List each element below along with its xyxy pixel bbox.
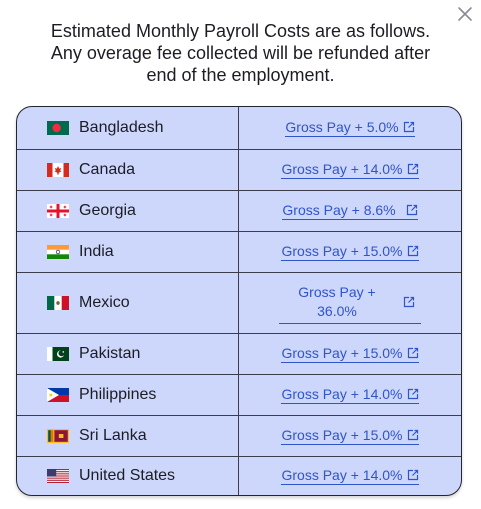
external-link-icon: [407, 469, 418, 481]
cost-link[interactable]: Gross Pay + 14.0%: [281, 161, 419, 179]
table-row: Canada Gross Pay + 14.0%: [17, 149, 461, 190]
cost-cell: Gross Pay + 36.0%: [239, 273, 461, 333]
cost-text: Gross Pay + 14.0%: [281, 161, 403, 177]
cost-cell: Gross Pay + 14.0%: [239, 457, 461, 495]
country-name: Pakistan: [79, 345, 141, 362]
table-row: Mexico Gross Pay + 36.0%: [17, 272, 461, 333]
country-name: Sri Lanka: [79, 427, 147, 444]
country-cell: India: [17, 232, 239, 272]
external-link-icon: [407, 429, 418, 441]
flag-united-states-icon: [47, 469, 69, 483]
country-cell: Georgia: [17, 191, 239, 231]
country-cell: Bangladesh: [17, 107, 239, 149]
external-link-icon: [407, 245, 418, 257]
table-row: Pakistan Gross Pay + 15.0%: [17, 333, 461, 374]
flag-canada-icon: [47, 163, 69, 177]
country-cell: Pakistan: [17, 334, 239, 374]
cost-cell: Gross Pay + 8.6%: [239, 191, 461, 231]
cost-link[interactable]: Gross Pay + 14.0%: [281, 467, 419, 485]
table-row: Bangladesh Gross Pay + 5.0%: [17, 107, 461, 149]
cost-cell: Gross Pay + 15.0%: [239, 416, 461, 456]
table-row: Georgia Gross Pay + 8.6%: [17, 190, 461, 231]
country-name: Canada: [79, 161, 136, 178]
cost-text: Gross Pay + 14.0%: [281, 386, 403, 402]
cost-cell: Gross Pay + 14.0%: [239, 375, 461, 415]
country-name: Bangladesh: [79, 119, 164, 136]
cost-link[interactable]: Gross Pay + 15.0%: [281, 243, 419, 261]
cost-cell: Gross Pay + 15.0%: [239, 232, 461, 272]
country-cell: Philippines: [17, 375, 239, 415]
flag-sri-lanka-icon: [47, 429, 69, 443]
payroll-cost-table: Bangladesh Gross Pay + 5.0% Canada Gross…: [16, 106, 462, 496]
cost-text: Gross Pay + 15.0%: [281, 427, 403, 443]
cost-cell: Gross Pay + 5.0%: [239, 107, 461, 149]
cost-text: Gross Pay + 15.0%: [281, 243, 403, 259]
country-cell: Canada: [17, 150, 239, 190]
country-name: United States: [79, 467, 176, 484]
external-link-icon: [406, 204, 417, 216]
flag-india-icon: [47, 245, 69, 259]
external-link-icon: [407, 388, 418, 400]
country-name: Mexico: [79, 294, 130, 311]
cost-text: Gross Pay + 36.0%: [298, 283, 376, 319]
flag-georgia-icon: [47, 204, 69, 218]
cost-cell: Gross Pay + 14.0%: [239, 150, 461, 190]
cost-link[interactable]: Gross Pay + 14.0%: [281, 386, 419, 404]
country-cell: Sri Lanka: [17, 416, 239, 456]
cost-text: Gross Pay + 8.6%: [282, 202, 396, 218]
external-link-icon: [403, 121, 414, 133]
cost-link[interactable]: Gross Pay + 8.6%: [282, 202, 418, 220]
table-row: United States Gross Pay + 14.0%: [17, 456, 461, 495]
table-row: Sri Lanka Gross Pay + 15.0%: [17, 415, 461, 456]
cost-link[interactable]: Gross Pay + 15.0%: [281, 345, 419, 363]
country-cell: Mexico: [17, 273, 239, 333]
close-button[interactable]: [456, 5, 474, 23]
external-link-icon: [407, 163, 418, 175]
external-link-icon: [403, 296, 415, 307]
flag-philippines-icon: [47, 388, 69, 402]
country-name: Georgia: [79, 202, 136, 219]
external-link-icon: [407, 347, 418, 359]
table-row: Philippines Gross Pay + 14.0%: [17, 374, 461, 415]
country-name: India: [79, 243, 114, 260]
flag-pakistan-icon: [47, 347, 69, 361]
cost-link[interactable]: Gross Pay + 15.0%: [281, 427, 419, 445]
close-icon: [458, 7, 472, 21]
cost-cell: Gross Pay + 15.0%: [239, 334, 461, 374]
cost-text: Gross Pay + 5.0%: [285, 119, 399, 135]
dialog-heading: Estimated Monthly Payroll Costs are as f…: [50, 21, 431, 85]
cost-link[interactable]: Gross Pay + 5.0%: [285, 119, 415, 137]
cost-text: Gross Pay + 15.0%: [281, 345, 403, 361]
cost-text: Gross Pay + 14.0%: [281, 467, 403, 483]
cost-link[interactable]: Gross Pay + 36.0%: [279, 283, 421, 324]
country-name: Philippines: [79, 386, 157, 403]
country-cell: United States: [17, 457, 239, 495]
flag-mexico-icon: [47, 296, 69, 310]
flag-bangladesh-icon: [47, 121, 69, 135]
table-row: India Gross Pay + 15.0%: [17, 231, 461, 272]
